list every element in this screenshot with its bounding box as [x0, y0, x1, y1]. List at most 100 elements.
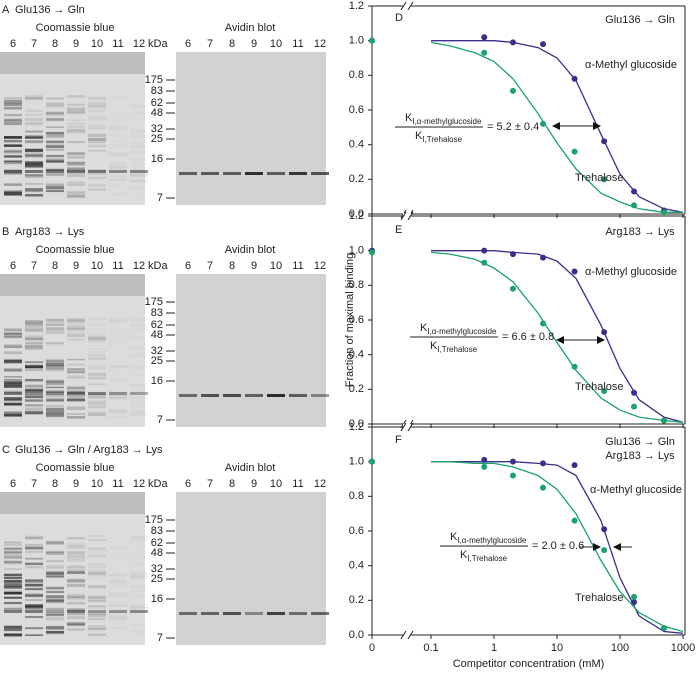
gel-band	[46, 118, 64, 122]
k-symbol: K	[415, 130, 423, 142]
gel-band	[88, 611, 106, 614]
gel-band	[46, 342, 64, 346]
gel-band	[25, 627, 43, 630]
gel-band	[88, 96, 106, 100]
lane-label: 11	[112, 38, 123, 50]
gel-band	[67, 544, 85, 547]
ratio-numerator: KI,α-methylglucoside	[405, 112, 482, 126]
gel-band	[25, 562, 43, 565]
data-point	[601, 176, 608, 183]
gel-band	[88, 140, 106, 144]
gel-band	[130, 323, 148, 326]
gel-band	[67, 392, 85, 395]
gel-band	[130, 328, 148, 331]
marker-label: 48	[151, 107, 163, 119]
gel-band	[109, 95, 127, 97]
gel-band	[46, 565, 64, 569]
gel-band	[88, 547, 106, 551]
lane-label: 10	[270, 38, 282, 50]
gel-band	[25, 161, 43, 164]
gel-band	[88, 595, 106, 600]
data-point	[509, 87, 516, 94]
y-tick-label: 1.0	[349, 456, 364, 468]
gel-band	[88, 176, 106, 180]
gel-band	[4, 579, 22, 583]
gel-band	[67, 392, 85, 395]
gel-band	[4, 548, 22, 551]
gel-band	[130, 410, 148, 413]
gel-band	[46, 397, 64, 401]
gel-band	[25, 95, 43, 98]
gel-title: Avidin blot	[225, 22, 276, 34]
marker-label: 25	[151, 133, 163, 145]
gel-band	[88, 597, 106, 601]
lane-label: 8	[229, 260, 235, 272]
gel-band	[88, 138, 106, 141]
panel-letter: D	[395, 12, 403, 24]
gel-band	[88, 124, 106, 129]
k-symbol: K	[405, 112, 413, 124]
gel-band	[88, 103, 106, 107]
gel-band	[67, 399, 85, 401]
gel-band	[46, 359, 64, 363]
lane-label: 9	[251, 38, 257, 50]
gel-band	[109, 416, 127, 419]
gel-band	[4, 344, 22, 348]
gel-band	[130, 576, 148, 578]
gel-band	[88, 336, 106, 341]
axis-break	[400, 422, 414, 432]
gel-band	[88, 413, 106, 416]
blot-band	[267, 394, 285, 397]
gel-band	[4, 170, 22, 173]
gel-band	[88, 604, 106, 607]
gel-title: Coomassie blue	[36, 244, 115, 256]
gel-band	[88, 170, 106, 173]
gel-band	[46, 551, 64, 554]
gel-band	[88, 335, 106, 339]
unit-label: kDa	[148, 38, 168, 50]
gel-band	[46, 382, 64, 386]
gel-band	[46, 135, 64, 138]
gel-band	[46, 390, 64, 394]
data-point	[481, 34, 488, 41]
gel-band	[88, 133, 106, 137]
gel-band	[67, 394, 85, 398]
gel-band	[67, 608, 85, 611]
gel-band	[130, 573, 148, 576]
data-point	[540, 320, 547, 327]
data-point	[601, 547, 608, 554]
gel-band	[46, 630, 64, 634]
y-axis-label: Fraction of maximal binding	[344, 253, 356, 388]
gel-band	[46, 362, 64, 367]
y-tick-label: 0.2	[349, 383, 364, 395]
gel-band	[46, 327, 64, 331]
k-subscript: I,α-methylglucoside	[412, 117, 482, 126]
gel-band	[67, 368, 85, 371]
gel-band	[25, 183, 43, 185]
lane-label: 8	[229, 478, 235, 490]
gel-band	[46, 613, 64, 616]
axis-break	[400, 630, 414, 640]
gel-band	[130, 590, 148, 592]
gel-band	[4, 335, 22, 339]
lane-label: 12	[314, 38, 326, 50]
gel-band	[25, 411, 43, 415]
gel-band	[25, 546, 43, 550]
data-point	[540, 254, 547, 261]
blot-band	[201, 394, 219, 397]
gel-band	[130, 550, 148, 553]
gel-band	[109, 328, 127, 330]
gel-band	[130, 361, 148, 363]
gel-band	[109, 556, 127, 558]
lane-label: 12	[133, 478, 145, 490]
blot-band	[201, 172, 219, 175]
gel-band	[109, 133, 127, 136]
gel-band	[25, 98, 43, 101]
data-point	[540, 484, 547, 491]
gel-band	[25, 557, 43, 560]
gel-band	[67, 628, 85, 631]
gel-band	[109, 369, 127, 371]
gel-band	[88, 393, 106, 397]
gel-band	[67, 390, 85, 395]
gel-band	[46, 381, 64, 385]
